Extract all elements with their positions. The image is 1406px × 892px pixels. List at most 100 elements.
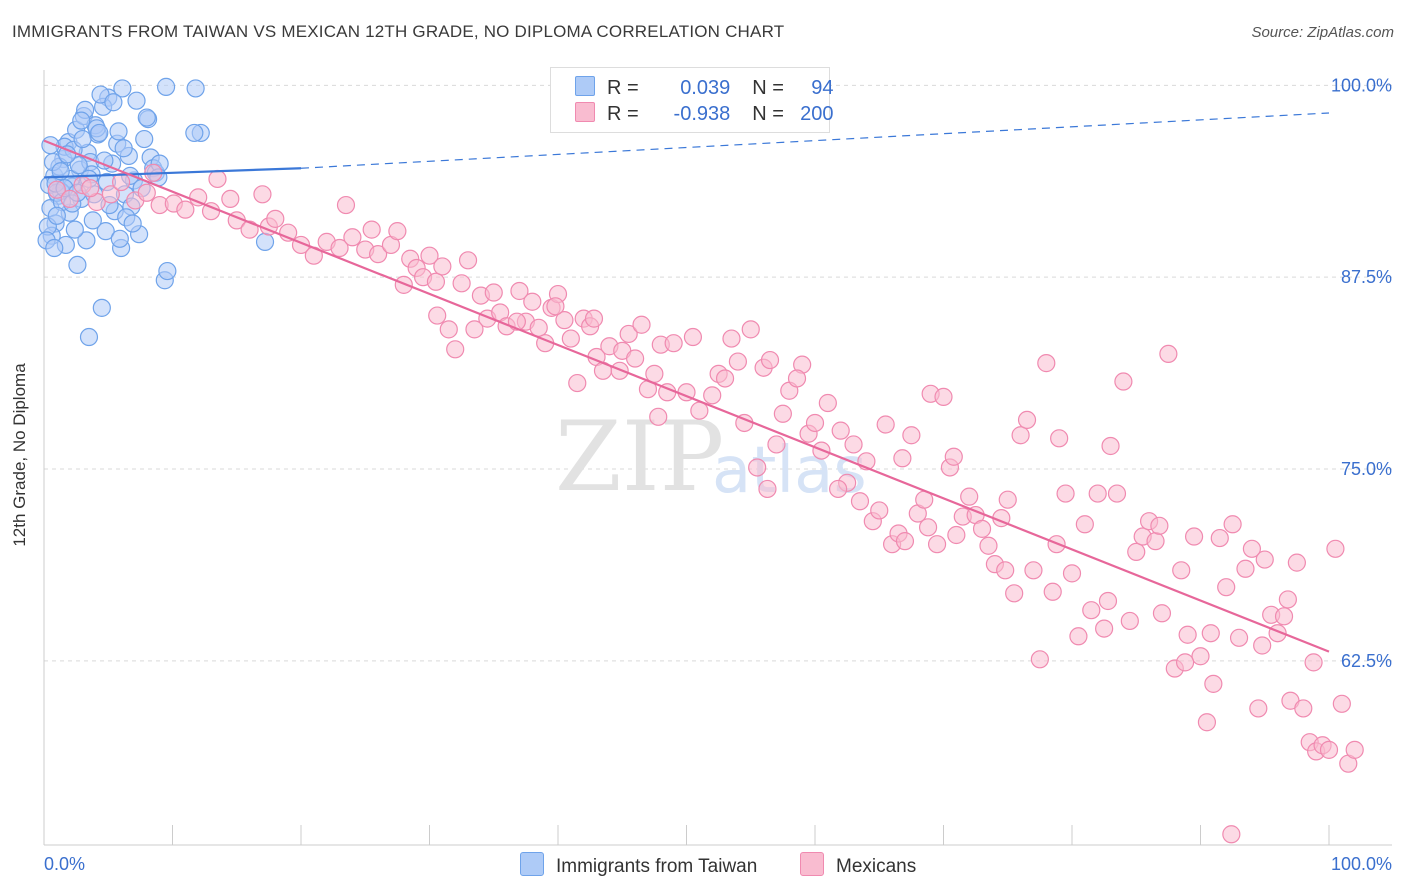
point-mexicans-183 xyxy=(787,369,807,388)
point-taiwan-69 xyxy=(69,156,88,175)
point-mexicans-45 xyxy=(484,283,503,302)
point-mexicans-14 xyxy=(221,189,240,209)
point-mexicans-174 xyxy=(1222,825,1241,844)
point-taiwan-86 xyxy=(45,238,64,258)
point-mexicans-66 xyxy=(632,315,651,334)
point-mexicans-131 xyxy=(1075,515,1094,534)
legend-swatch-mexicans xyxy=(575,102,595,122)
point-mexicans-48 xyxy=(510,281,529,301)
point-mexicans-156 xyxy=(1236,559,1255,578)
point-mexicans-38 xyxy=(433,257,452,276)
point-mexicans-42 xyxy=(458,251,478,270)
point-taiwan-13 xyxy=(113,79,132,98)
point-mexicans-64 xyxy=(619,324,638,344)
point-mexicans-158 xyxy=(1249,699,1268,718)
trend-line-taiwan-extension xyxy=(300,112,1330,169)
point-mexicans-92 xyxy=(818,393,837,413)
point-mexicans-186 xyxy=(918,518,938,537)
series-legend-label-taiwan: Immigrants from Taiwan xyxy=(556,856,758,877)
point-taiwan-70 xyxy=(58,145,77,164)
point-mexicans-177 xyxy=(428,306,447,325)
legend-swatch-taiwan xyxy=(575,76,595,96)
point-mexicans-123 xyxy=(1024,561,1043,580)
point-mexicans-29 xyxy=(369,245,388,264)
series-legend-taiwan: Immigrants from Taiwan xyxy=(520,852,757,878)
point-mexicans-121 xyxy=(1011,426,1030,445)
point-mexicans-100 xyxy=(876,415,895,434)
point-mexicans-25 xyxy=(336,195,356,215)
series-legend-swatch-taiwan xyxy=(520,852,544,876)
point-mexicans-187 xyxy=(944,447,963,466)
point-mexicans-37 xyxy=(426,272,446,291)
point-mexicans-148 xyxy=(1184,527,1204,546)
point-mexicans-178 xyxy=(465,320,484,339)
y-tick-label-1: 75.0% xyxy=(1341,459,1392,479)
point-mexicans-169 xyxy=(1319,740,1339,759)
point-mexicans-125 xyxy=(1037,354,1056,373)
point-taiwan-46 xyxy=(79,327,99,347)
y-tick-label-3: 100.0% xyxy=(1331,75,1392,95)
point-mexicans-181 xyxy=(584,309,604,328)
point-mexicans-195 xyxy=(1278,590,1297,609)
point-taiwan-74 xyxy=(65,220,84,239)
point-mexicans-19 xyxy=(266,209,285,228)
point-taiwan-60 xyxy=(137,108,156,127)
point-mexicans-192 xyxy=(1175,653,1195,672)
point-mexicans-77 xyxy=(715,369,735,388)
point-mexicans-73 xyxy=(683,327,703,347)
legend-n-label: N = xyxy=(752,103,790,125)
point-mexicans-162 xyxy=(1274,607,1294,626)
legend-r-value: -0.938 xyxy=(673,103,731,125)
point-mexicans-31 xyxy=(388,222,407,241)
point-mexicans-133 xyxy=(1088,484,1107,503)
point-mexicans-157 xyxy=(1242,539,1262,558)
point-mexicans-170 xyxy=(1326,539,1345,558)
point-mexicans-134 xyxy=(1095,619,1114,638)
series-legend-swatch-mexicans xyxy=(800,852,824,876)
point-mexicans-26 xyxy=(343,228,362,247)
point-taiwan-73 xyxy=(83,211,102,230)
point-mexicans-85 xyxy=(767,435,786,454)
point-mexicans-7 xyxy=(137,183,156,202)
point-mexicans-184 xyxy=(829,479,848,499)
point-mexicans-196 xyxy=(1304,653,1323,672)
point-mexicans-185 xyxy=(893,449,912,468)
watermark-zip: ZIP xyxy=(555,401,724,513)
trend-lines xyxy=(43,112,1330,653)
point-mexicans-159 xyxy=(1255,550,1274,569)
point-taiwan-22 xyxy=(68,255,87,275)
point-mexicans-111 xyxy=(947,525,966,545)
legend-r-value: 0.039 xyxy=(680,77,731,99)
point-mexicans-132 xyxy=(1082,601,1101,620)
point-mexicans-171 xyxy=(1332,694,1351,713)
point-taiwan-71 xyxy=(123,214,142,233)
point-taiwan-91 xyxy=(51,162,70,181)
point-mexicans-130 xyxy=(1069,627,1088,646)
series-legend-mexicans: Mexicans xyxy=(800,852,916,878)
point-mexicans-82 xyxy=(748,458,767,477)
point-mexicans-0 xyxy=(47,180,66,199)
point-mexicans-109 xyxy=(934,387,953,406)
point-taiwan-45 xyxy=(92,298,111,317)
point-mexicans-176 xyxy=(649,407,668,426)
point-mexicans-96 xyxy=(850,492,870,511)
point-mexicans-146 xyxy=(1172,561,1191,580)
point-mexicans-108 xyxy=(927,535,947,554)
correlation-legend: R = 0.039 N = 94 R = -0.938 N = 200 xyxy=(550,67,834,133)
point-mexicans-139 xyxy=(1127,542,1146,561)
point-taiwan-79 xyxy=(104,93,123,112)
point-mexicans-150 xyxy=(1197,713,1217,732)
point-mexicans-79 xyxy=(728,352,748,371)
point-mexicans-124 xyxy=(1030,650,1049,669)
point-mexicans-152 xyxy=(1210,528,1229,548)
point-taiwan-93 xyxy=(110,229,129,248)
point-mexicans-115 xyxy=(972,519,992,538)
point-mexicans-16 xyxy=(240,220,259,239)
point-taiwan-23 xyxy=(77,231,96,250)
point-mexicans-151 xyxy=(1204,674,1223,693)
point-mexicans-113 xyxy=(960,487,979,506)
point-mexicans-50 xyxy=(523,292,542,311)
series-mexicans-points xyxy=(47,163,1364,844)
point-mexicans-191 xyxy=(1150,516,1169,535)
point-taiwan-90 xyxy=(114,139,133,158)
